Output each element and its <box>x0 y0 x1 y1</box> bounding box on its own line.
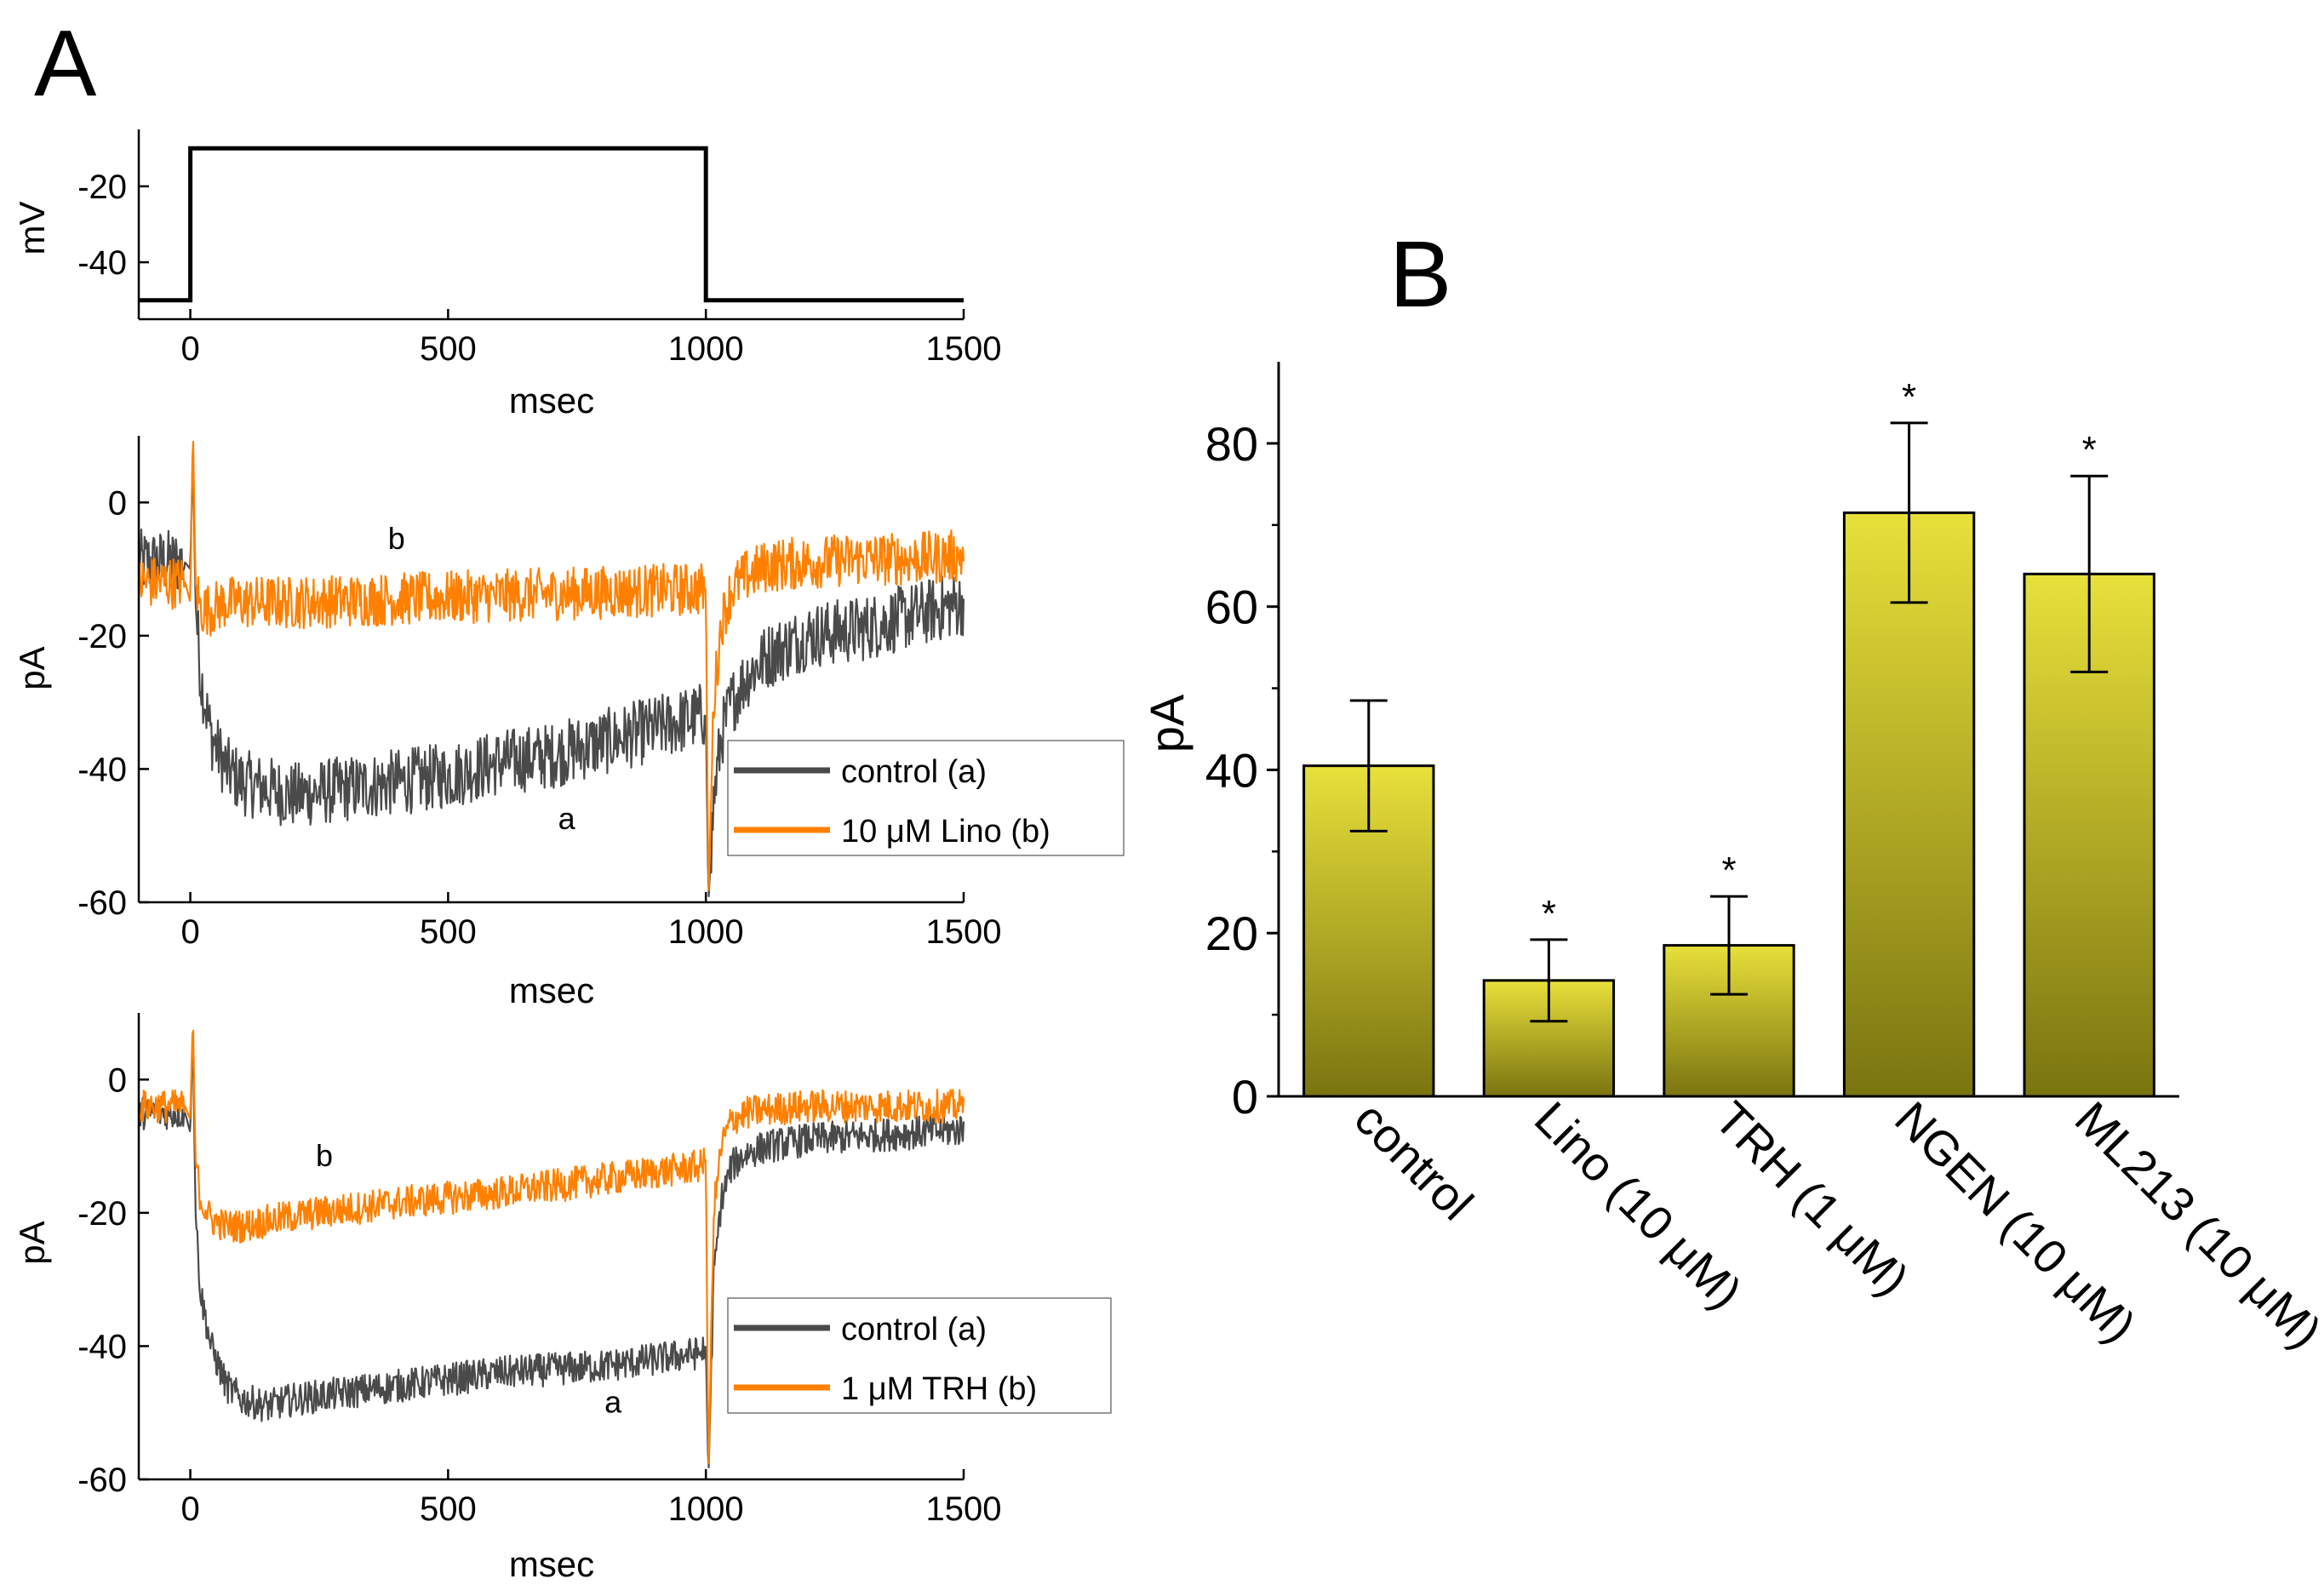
y-tick-label: 0 <box>1232 1070 1258 1124</box>
x-tick-label: 0 <box>180 1490 199 1528</box>
series-line-treatment <box>137 1029 965 1465</box>
x-tick-label: 1000 <box>668 1490 744 1528</box>
y-tick-label: 0 <box>108 484 127 522</box>
x-tick-label: 1000 <box>668 913 744 951</box>
significance-marker: * <box>1542 893 1556 935</box>
trace-annotation: a <box>604 1385 622 1420</box>
x-axis-label: msec <box>509 380 594 420</box>
x-tick-label: 1000 <box>668 330 744 368</box>
y-axis-label: pA <box>1140 694 1193 752</box>
y-tick-label: -60 <box>77 884 127 922</box>
trace-annotation: b <box>388 521 405 556</box>
y-tick-label: 80 <box>1205 417 1258 471</box>
trace-annotation: b <box>316 1138 333 1173</box>
legend: control (a) 1 μM TRH (b) <box>727 1297 1112 1414</box>
panel-label-a: A <box>34 11 97 116</box>
x-tick-label: 1500 <box>926 1490 1002 1528</box>
legend-label-control: control (a) <box>841 1312 987 1347</box>
series-line <box>139 146 964 303</box>
y-tick-label: -40 <box>77 751 127 788</box>
y-tick-label: -20 <box>77 169 127 206</box>
y-tick-label: -40 <box>77 244 127 282</box>
x-tick-label: 0 <box>180 330 199 368</box>
significance-marker: * <box>1902 376 1916 418</box>
legend-label-lino: 10 μM Lino (b) <box>841 814 1050 849</box>
lino-traces-chart: 0 500 1000 1500 -60 -40 -20 0 msec pA b a contro… <box>12 436 1125 1010</box>
x-tick-label: 0 <box>180 913 199 951</box>
y-tick-label: -20 <box>77 618 127 655</box>
series-line-control <box>137 1046 965 1468</box>
significance-marker: * <box>2082 429 2097 471</box>
x-tick-label: 1500 <box>926 330 1002 368</box>
summary-bar-chart: **** control Lino (10 μM)TRH (1 μM)NGEN (… <box>1140 362 2324 1359</box>
trace-annotation: a <box>558 801 576 836</box>
y-axis-label: mV <box>12 202 52 255</box>
y-tick-label: 40 <box>1205 743 1258 797</box>
x-tick-label: 1500 <box>926 913 1002 951</box>
x-tick-label: 500 <box>420 1490 477 1528</box>
y-tick-label: 0 <box>108 1061 127 1099</box>
bar <box>1842 511 1976 1098</box>
y-tick-label: -20 <box>77 1195 127 1233</box>
legend: control (a) 10 μM Lino (b) <box>727 740 1125 856</box>
trh-traces-chart: 0 500 1000 1500 -60 -40 -20 0 msec pA b a contro… <box>12 1013 1112 1584</box>
x-tick-label: 500 <box>420 913 477 951</box>
y-tick-label: -60 <box>77 1462 127 1499</box>
y-tick-label: 60 <box>1205 581 1258 634</box>
significance-marker: * <box>1721 849 1736 891</box>
y-tick-label: -40 <box>77 1328 127 1365</box>
legend-label-control: control (a) <box>841 754 987 790</box>
y-axis-label: pA <box>12 1221 52 1264</box>
category-label: control <box>1344 1091 1483 1230</box>
series-line-treatment <box>137 440 965 891</box>
y-tick-label: 20 <box>1205 907 1258 960</box>
x-axis-label: msec <box>509 1544 594 1584</box>
x-tick-label: 500 <box>420 330 477 368</box>
series-line-control <box>137 466 965 898</box>
y-axis-label: pA <box>12 646 52 689</box>
legend-label-trh: 1 μM TRH (b) <box>841 1371 1037 1407</box>
x-axis-label: msec <box>509 970 594 1010</box>
voltage-protocol-chart: 0 500 1000 1500 -40 -20 msec mV <box>12 129 1001 420</box>
panel-label-b: B <box>1389 222 1451 327</box>
